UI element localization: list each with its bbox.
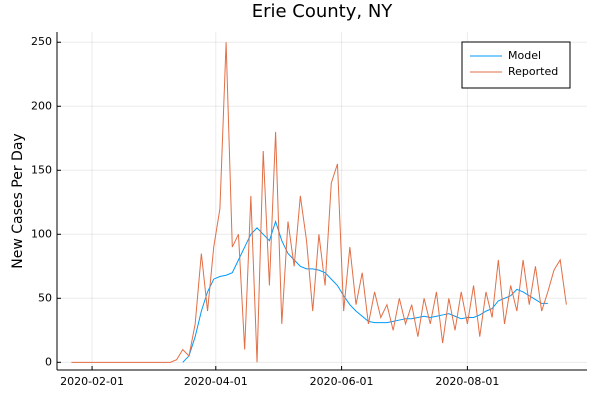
y-tick-label: 250 (31, 35, 52, 48)
legend-label: Model (508, 49, 541, 62)
y-tick-label: 100 (31, 227, 52, 240)
line (71, 42, 567, 363)
legend: Model Reported (461, 41, 571, 89)
legend-box (461, 41, 571, 89)
chart-title: Erie County, NY (252, 1, 394, 22)
x-tick-label: 2020-08-01 (435, 375, 499, 388)
line (182, 219, 548, 363)
legend-label: Reported (508, 65, 558, 78)
y-tick-label: 0 (45, 355, 52, 368)
x-tick-label: 2020-04-01 (184, 375, 248, 388)
y-axis-label: New Cases Per Day (10, 133, 26, 268)
y-tick-label: 150 (31, 163, 52, 176)
x-tick-label: 2020-02-01 (60, 375, 124, 388)
y-tick-label: 200 (31, 99, 52, 112)
y-tick-label: 50 (38, 291, 52, 304)
x-tick-label: 2020-06-01 (310, 375, 374, 388)
